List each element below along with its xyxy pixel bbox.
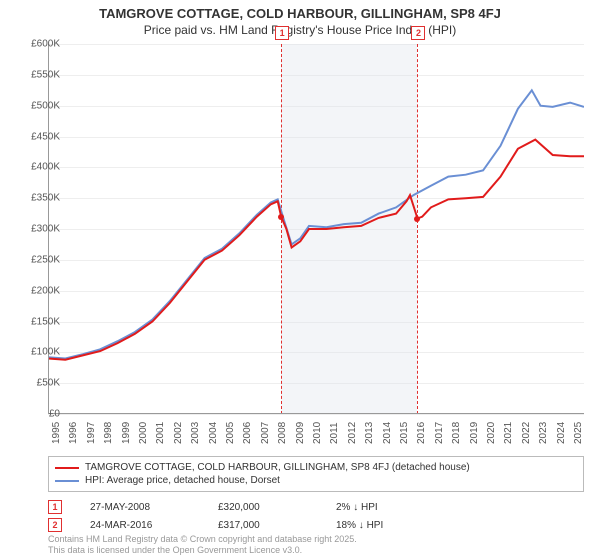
- x-tick-label: 1995: [51, 422, 62, 444]
- sale-date: 27-MAY-2008: [90, 502, 190, 513]
- footnote: Contains HM Land Registry data © Crown c…: [48, 534, 357, 556]
- legend-swatch: [55, 467, 79, 469]
- series-line-HPI: [48, 90, 584, 358]
- x-tick-label: 2006: [242, 422, 253, 444]
- footnote-line: Contains HM Land Registry data © Crown c…: [48, 534, 357, 545]
- sale-date: 24-MAR-2016: [90, 520, 190, 531]
- x-axis: [48, 413, 584, 414]
- y-tick-label: £600K: [16, 39, 60, 50]
- x-tick-label: 1999: [121, 422, 132, 444]
- sale-marker-icon: 1: [48, 500, 62, 514]
- x-tick-label: 2018: [451, 422, 462, 444]
- y-tick-label: £200K: [16, 285, 60, 296]
- sale-price: £317,000: [218, 520, 308, 531]
- x-tick-label: 1996: [68, 422, 79, 444]
- gridline: [48, 414, 584, 415]
- x-tick-label: 2024: [556, 422, 567, 444]
- x-tick-label: 2012: [347, 422, 358, 444]
- x-tick-label: 2004: [208, 422, 219, 444]
- chart-title: TAMGROVE COTTAGE, COLD HARBOUR, GILLINGH…: [0, 0, 600, 23]
- y-tick-label: £50K: [16, 378, 60, 389]
- y-tick-label: £150K: [16, 316, 60, 327]
- event-marker-icon: 1: [275, 26, 289, 40]
- sale-dot-icon: [278, 214, 284, 220]
- sales-table: 1 27-MAY-2008 £320,000 2% ↓ HPI 2 24-MAR…: [48, 498, 584, 534]
- legend-item-hpi: HPI: Average price, detached house, Dors…: [55, 474, 577, 487]
- y-tick-label: £550K: [16, 69, 60, 80]
- legend-item-tamgrove: TAMGROVE COTTAGE, COLD HARBOUR, GILLINGH…: [55, 461, 577, 474]
- sale-delta: 18% ↓ HPI: [336, 520, 383, 531]
- plot-area: 12: [48, 44, 584, 414]
- x-tick-label: 2005: [225, 422, 236, 444]
- x-tick-label: 2001: [155, 422, 166, 444]
- event-marker-icon: 2: [411, 26, 425, 40]
- x-tick-label: 2020: [486, 422, 497, 444]
- x-tick-label: 2009: [295, 422, 306, 444]
- sale-delta: 2% ↓ HPI: [336, 502, 378, 513]
- sale-row: 1 27-MAY-2008 £320,000 2% ↓ HPI: [48, 498, 584, 516]
- y-tick-label: £350K: [16, 193, 60, 204]
- x-tick-label: 2003: [190, 422, 201, 444]
- x-tick-label: 2016: [416, 422, 427, 444]
- sale-dot-icon: [414, 216, 420, 222]
- sale-price: £320,000: [218, 502, 308, 513]
- x-tick-label: 2000: [138, 422, 149, 444]
- x-tick-label: 2017: [434, 422, 445, 444]
- y-tick-label: £0: [16, 409, 60, 420]
- x-tick-label: 2025: [573, 422, 584, 444]
- line-series-svg: [48, 44, 584, 414]
- series-line-TAMGROVE: [48, 140, 584, 360]
- x-tick-label: 2013: [364, 422, 375, 444]
- x-tick-label: 2021: [503, 422, 514, 444]
- y-tick-label: £450K: [16, 131, 60, 142]
- y-tick-label: £300K: [16, 224, 60, 235]
- footnote-line: This data is licensed under the Open Gov…: [48, 545, 357, 556]
- x-tick-label: 2015: [399, 422, 410, 444]
- chart-subtitle: Price paid vs. HM Land Registry's House …: [0, 23, 600, 41]
- y-tick-label: £400K: [16, 162, 60, 173]
- sale-row: 2 24-MAR-2016 £317,000 18% ↓ HPI: [48, 516, 584, 534]
- x-tick-label: 1998: [103, 422, 114, 444]
- sale-marker-icon: 2: [48, 518, 62, 532]
- x-tick-label: 2008: [277, 422, 288, 444]
- x-tick-label: 2022: [521, 422, 532, 444]
- x-tick-label: 2010: [312, 422, 323, 444]
- y-tick-label: £500K: [16, 100, 60, 111]
- x-tick-label: 2002: [173, 422, 184, 444]
- x-tick-label: 2007: [260, 422, 271, 444]
- x-tick-label: 2019: [469, 422, 480, 444]
- x-tick-label: 1997: [86, 422, 97, 444]
- legend-swatch: [55, 480, 79, 482]
- y-tick-label: £250K: [16, 254, 60, 265]
- x-tick-label: 2014: [382, 422, 393, 444]
- x-tick-label: 2023: [538, 422, 549, 444]
- legend: TAMGROVE COTTAGE, COLD HARBOUR, GILLINGH…: [48, 456, 584, 492]
- chart-container: TAMGROVE COTTAGE, COLD HARBOUR, GILLINGH…: [0, 0, 600, 560]
- x-tick-label: 2011: [329, 422, 340, 444]
- legend-label: HPI: Average price, detached house, Dors…: [85, 475, 280, 486]
- y-tick-label: £100K: [16, 347, 60, 358]
- legend-label: TAMGROVE COTTAGE, COLD HARBOUR, GILLINGH…: [85, 462, 470, 473]
